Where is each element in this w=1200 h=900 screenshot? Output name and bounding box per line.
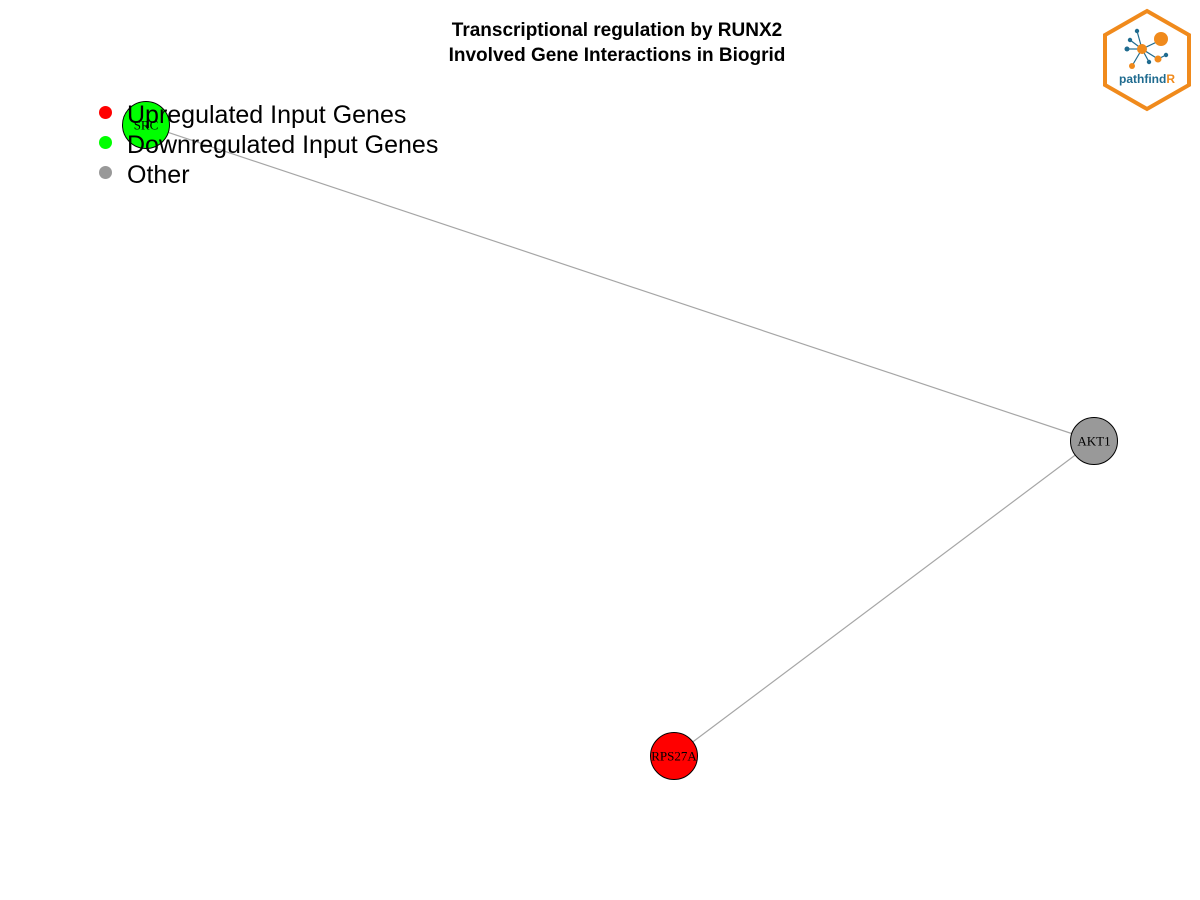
node-circle-akt1	[1070, 417, 1118, 465]
title-line-1: Transcriptional regulation by RUNX2	[451, 20, 783, 41]
node-label-src: SRC	[134, 118, 159, 133]
node-label-akt1: AKT1	[1077, 434, 1110, 449]
node-label-rps27a: RPS27A	[651, 749, 697, 764]
logo-hexagon	[1103, 8, 1191, 112]
pathfindr-logo: pathfindR	[1103, 8, 1191, 112]
legend-marker-downregulated	[99, 136, 112, 149]
node-akt1: AKT1	[1070, 417, 1118, 465]
title-line-2: Involved Gene Interactions in Biogrid	[448, 45, 786, 66]
legend-label-other: Other	[127, 161, 190, 189]
logo-text: pathfindR	[1119, 72, 1175, 86]
node-rps27a: RPS27A	[650, 732, 698, 780]
node-circle-rps27a	[650, 732, 698, 780]
legend-marker-other	[99, 166, 112, 179]
edge-akt1-rps27a	[673, 440, 1095, 757]
legend-label-downregulated: Downregulated Input Genes	[127, 131, 439, 159]
edge-src-akt1	[145, 124, 1095, 442]
node-circle-src	[122, 101, 170, 149]
edges-layer	[145, 124, 1095, 757]
nodes-layer: SRC AKT1 RPS27A	[122, 101, 1118, 780]
logo-network-nodes	[1124, 28, 1169, 69]
legend-label-upregulated: Upregulated Input Genes	[127, 101, 407, 129]
chart-title: Transcriptional regulation by RUNX2 Invo…	[0, 18, 1200, 68]
node-src: SRC	[122, 101, 170, 149]
legend-marker-upregulated	[99, 106, 112, 119]
